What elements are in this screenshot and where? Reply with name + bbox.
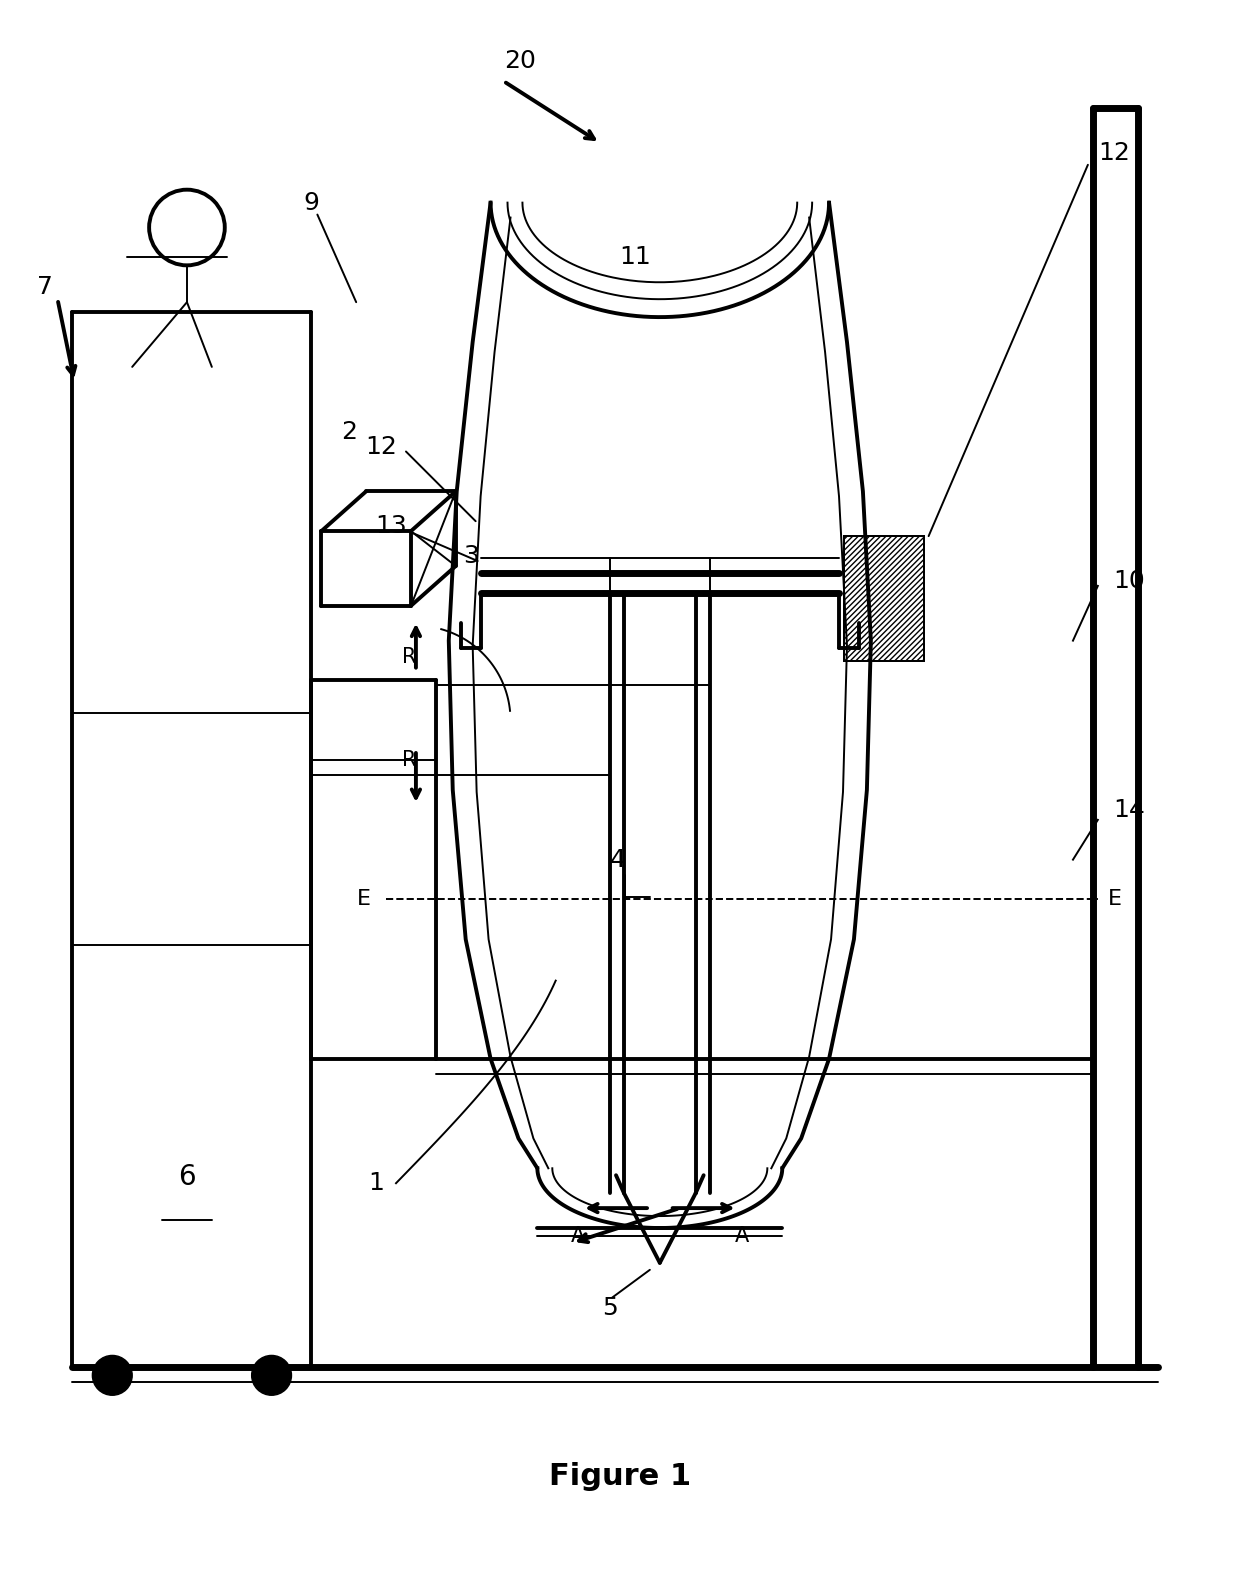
Text: E: E <box>1107 889 1122 910</box>
Text: 13: 13 <box>376 514 407 539</box>
Text: 12: 12 <box>1097 141 1130 165</box>
Text: 12: 12 <box>365 435 397 459</box>
Text: 9: 9 <box>304 190 320 215</box>
Text: 11: 11 <box>619 245 651 269</box>
Text: 14: 14 <box>1112 798 1145 822</box>
Text: 10: 10 <box>1112 569 1145 592</box>
Text: R: R <box>402 647 417 666</box>
Text: A: A <box>572 1225 585 1246</box>
Text: 7: 7 <box>37 275 52 298</box>
Text: 2: 2 <box>341 419 357 443</box>
Text: 3: 3 <box>463 544 479 569</box>
Circle shape <box>252 1356 291 1395</box>
Text: 5: 5 <box>603 1296 618 1320</box>
Text: E: E <box>357 889 371 910</box>
Text: 1: 1 <box>368 1172 384 1196</box>
Text: 6: 6 <box>179 1164 196 1191</box>
Text: R: R <box>402 749 417 770</box>
Text: 4: 4 <box>610 848 626 872</box>
Circle shape <box>92 1356 133 1395</box>
Bar <box>844 536 924 660</box>
Text: A: A <box>734 1225 749 1246</box>
Text: 20: 20 <box>505 49 537 74</box>
Text: Figure 1: Figure 1 <box>549 1463 691 1491</box>
